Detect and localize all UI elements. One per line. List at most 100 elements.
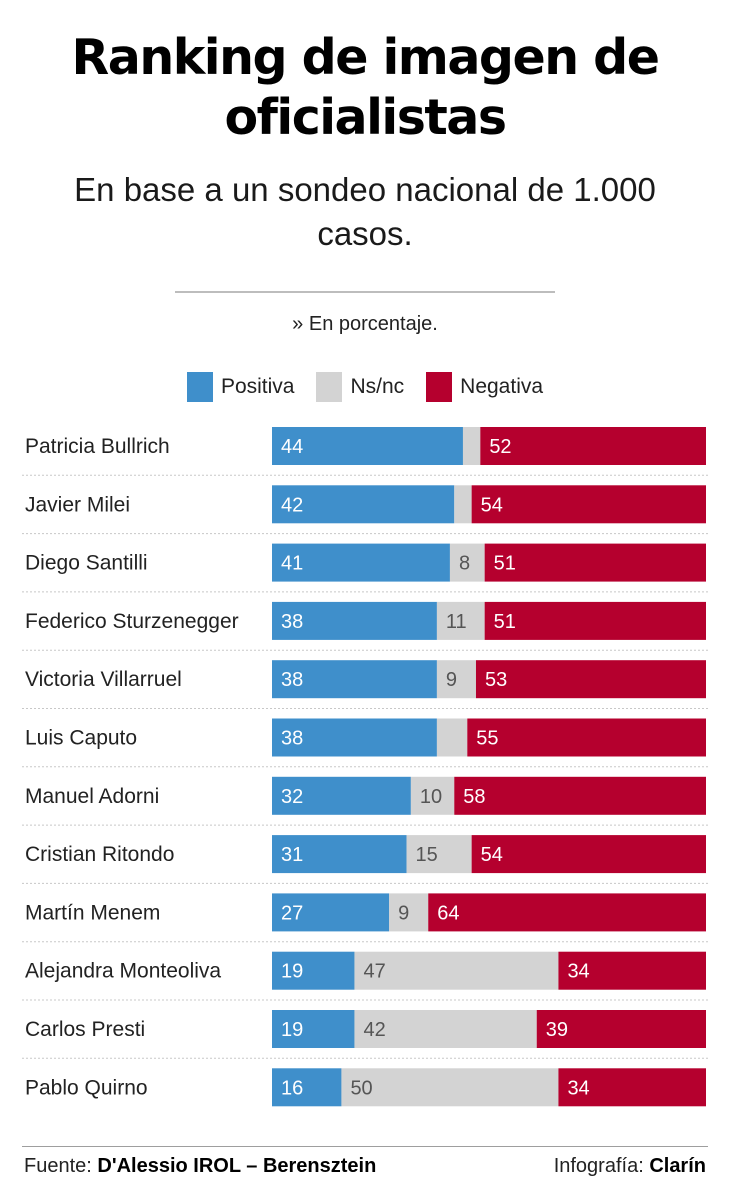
bar-nsnc-javier-milei <box>454 485 472 524</box>
value-label-nsnc-federico-sturzenegger: 11 <box>446 611 467 633</box>
value-label-nsnc-martin-menem: 9 <box>398 902 409 924</box>
value-label-positiva-carlos-presti: 19 <box>281 1019 303 1041</box>
bar-nsnc-luis-caputo <box>436 718 468 757</box>
bar-nsnc-federico-sturzenegger <box>436 601 485 640</box>
bar-positiva-cristian-ritondo <box>272 835 407 874</box>
value-label-negativa-federico-sturzenegger: 51 <box>494 611 516 633</box>
bar-nsnc-alejandra-monteoliva <box>354 951 559 990</box>
value-label-nsnc-carlos-presti: 42 <box>363 1019 385 1041</box>
bar-positiva-luis-caputo <box>272 718 437 757</box>
bar-negativa-federico-sturzenegger <box>484 601 706 640</box>
source-name: D'Alessio IROL – Berensztein <box>97 1155 377 1177</box>
bar-negativa-diego-santilli <box>484 543 706 582</box>
legend-label-nsnc: Ns/nc <box>350 375 405 398</box>
value-label-positiva-pablo-quirno: 16 <box>281 1077 303 1099</box>
bar-negativa-alejandra-monteoliva <box>558 951 706 990</box>
value-label-negativa-victoria-villarruel: 53 <box>485 669 507 691</box>
credit-name: Clarín <box>649 1155 706 1177</box>
value-label-nsnc-victoria-villarruel: 9 <box>446 669 457 691</box>
legend-swatch-positiva <box>186 372 213 402</box>
category-label-federico-sturzenegger: Federico Sturzenegger <box>25 610 239 633</box>
footer-divider <box>22 1146 708 1147</box>
legend-item-positiva: Positiva <box>186 372 295 402</box>
bar-nsnc-martin-menem <box>389 893 429 932</box>
category-label-martin-menem: Martín Menem <box>25 901 160 924</box>
category-label-diego-santilli: Diego Santilli <box>25 552 148 575</box>
bar-nsnc-manuel-adorni <box>410 776 455 815</box>
bar-nsnc-cristian-ritondo <box>406 835 472 874</box>
chart-subtitle: En base a un sondeo nacional de 1.000 ca… <box>74 171 656 252</box>
category-label-manuel-adorni: Manuel Adorni <box>25 785 159 808</box>
value-label-positiva-federico-sturzenegger: 38 <box>281 611 303 633</box>
credit-prefix: Infografía: <box>553 1155 644 1177</box>
value-label-positiva-cristian-ritondo: 31 <box>281 844 303 866</box>
bar-nsnc-pablo-quirno <box>341 1068 559 1107</box>
legend-swatch-negativa <box>426 372 453 402</box>
value-label-positiva-diego-santilli: 41 <box>281 553 303 575</box>
value-label-nsnc-manuel-adorni: 10 <box>420 786 442 808</box>
bar-nsnc-diego-santilli <box>449 543 485 582</box>
value-label-positiva-javier-milei: 42 <box>281 494 303 516</box>
bar-positiva-manuel-adorni <box>272 776 411 815</box>
category-label-javier-milei: Javier Milei <box>25 493 130 516</box>
value-label-positiva-manuel-adorni: 32 <box>281 786 303 808</box>
value-label-positiva-victoria-villarruel: 38 <box>281 669 303 691</box>
bar-positiva-patricia-bullrich <box>272 427 463 465</box>
footer-credit: Infografía: Clarín <box>554 1155 706 1178</box>
footer-source: Fuente: D'Alessio IROL – Berensztein <box>24 1155 376 1178</box>
value-label-positiva-patricia-bullrich: 44 <box>281 436 303 458</box>
bar-positiva-martin-menem <box>272 893 390 932</box>
source-prefix: Fuente: <box>24 1155 92 1177</box>
bar-negativa-patricia-bullrich <box>480 427 706 465</box>
value-label-nsnc-alejandra-monteoliva: 47 <box>363 961 385 983</box>
value-label-positiva-martin-menem: 27 <box>281 902 303 924</box>
chart-title: Ranking de imagen de oficialistas <box>71 29 660 146</box>
value-label-nsnc-cristian-ritondo: 15 <box>416 844 438 866</box>
bar-positiva-carlos-presti <box>272 1010 355 1048</box>
bar-negativa-cristian-ritondo <box>471 835 706 874</box>
bar-negativa-pablo-quirno <box>558 1068 706 1107</box>
category-label-luis-caputo: Luis Caputo <box>25 727 137 750</box>
legend-swatch-nsnc <box>316 372 343 402</box>
bar-positiva-diego-santilli <box>272 543 450 582</box>
value-label-negativa-luis-caputo: 55 <box>476 728 498 750</box>
category-label-alejandra-monteoliva: Alejandra Monteoliva <box>25 960 221 983</box>
category-label-carlos-presti: Carlos Presti <box>25 1018 145 1041</box>
category-label-pablo-quirno: Pablo Quirno <box>25 1076 148 1099</box>
value-label-negativa-martin-menem: 64 <box>437 902 459 924</box>
value-label-positiva-alejandra-monteoliva: 19 <box>281 961 303 983</box>
category-label-cristian-ritondo: Cristian Ritondo <box>25 843 174 866</box>
value-label-negativa-alejandra-monteoliva: 34 <box>567 961 589 983</box>
bar-positiva-javier-milei <box>272 485 455 524</box>
bar-negativa-victoria-villarruel <box>475 660 706 699</box>
bar-negativa-carlos-presti <box>536 1010 706 1048</box>
value-label-positiva-luis-caputo: 38 <box>281 728 303 750</box>
stacked-bar-chart: Patricia Bullrich 44 52 Javier Milei 42 54 Die… <box>22 427 708 1107</box>
value-label-negativa-pablo-quirno: 34 <box>567 1077 589 1099</box>
legend: Positiva Ns/nc Negativa <box>0 372 730 402</box>
unit-note: » En porcentaje. <box>292 313 438 335</box>
legend-item-nsnc: Ns/nc <box>316 372 404 402</box>
bar-nsnc-carlos-presti <box>354 1010 537 1048</box>
bar-positiva-pablo-quirno <box>272 1068 342 1107</box>
bar-positiva-victoria-villarruel <box>272 660 437 699</box>
value-label-negativa-patricia-bullrich: 52 <box>489 436 511 458</box>
value-label-negativa-cristian-ritondo: 54 <box>481 844 503 866</box>
bar-negativa-martin-menem <box>428 893 706 932</box>
bar-negativa-luis-caputo <box>467 718 706 757</box>
value-label-nsnc-diego-santilli: 8 <box>459 553 470 575</box>
divider <box>175 291 555 293</box>
bar-nsnc-victoria-villarruel <box>436 660 476 699</box>
value-label-negativa-javier-milei: 54 <box>481 494 503 516</box>
legend-label-positiva: Positiva <box>220 375 295 398</box>
bar-nsnc-patricia-bullrich <box>462 427 481 465</box>
legend-item-negativa: Negativa <box>426 372 543 402</box>
category-label-victoria-villarruel: Victoria Villarruel <box>25 668 182 691</box>
value-label-negativa-carlos-presti: 39 <box>546 1019 568 1041</box>
legend-label-negativa: Negativa <box>460 375 544 398</box>
category-label-patricia-bullrich: Patricia Bullrich <box>25 435 170 458</box>
bar-positiva-alejandra-monteoliva <box>272 951 355 990</box>
value-label-negativa-manuel-adorni: 58 <box>463 786 485 808</box>
bar-positiva-federico-sturzenegger <box>272 601 437 640</box>
bar-negativa-javier-milei <box>471 485 706 524</box>
